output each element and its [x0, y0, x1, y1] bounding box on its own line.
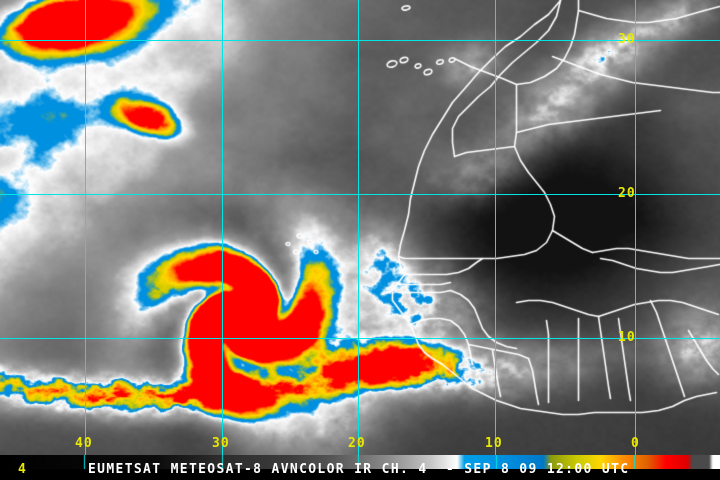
satellite-image-area	[0, 0, 720, 455]
footer-bar	[0, 455, 720, 480]
caption-row	[0, 469, 720, 480]
infrared-satellite-imagery	[0, 0, 720, 455]
caption-label: EUMETSAT METEOSAT-8 AVNCOLOR IR CH. 4 - …	[88, 462, 630, 477]
frame-index-label: 4	[18, 462, 27, 477]
colorbar	[0, 455, 720, 469]
